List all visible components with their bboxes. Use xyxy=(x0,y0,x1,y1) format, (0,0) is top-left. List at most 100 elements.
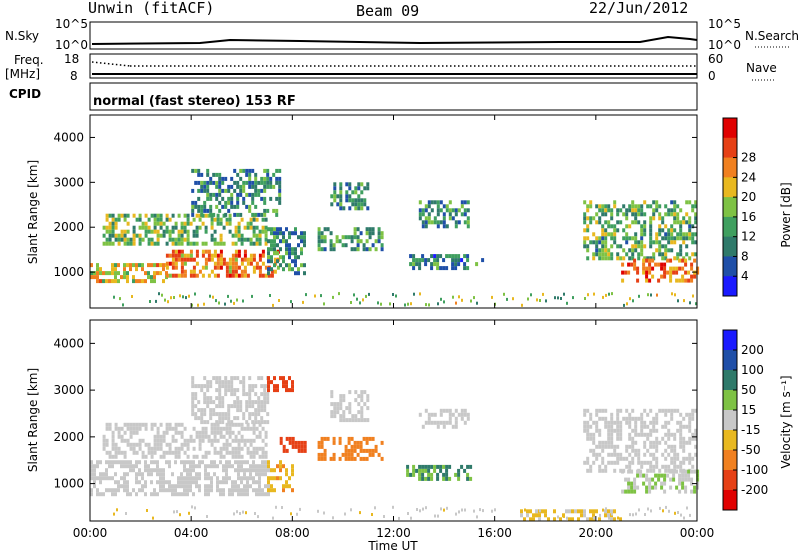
velocity-colorbar-tick: 15 xyxy=(741,403,756,417)
date-title: 22/Jun/2012 xyxy=(589,0,689,17)
velocity-colorbar-swatch xyxy=(723,350,737,371)
x-tick-label: 00:00 xyxy=(680,526,715,540)
freq-label: Freq. xyxy=(14,53,44,67)
velocity-echo-region xyxy=(317,436,384,461)
velocity-echo-region xyxy=(102,422,268,459)
velocity-echo-region xyxy=(330,390,370,423)
power-colorbar-tick: 16 xyxy=(741,210,756,224)
power-colorbar-swatch xyxy=(723,276,737,297)
velocity-ytick-label: 2000 xyxy=(53,430,84,444)
nsky-label: N.Sky xyxy=(5,29,39,43)
power-ytick-label: 4000 xyxy=(53,130,84,144)
cpid-text: normal (fast stereo) 153 RF xyxy=(93,94,296,109)
velocity-echo-layer xyxy=(90,376,700,522)
power-colorbar-swatch xyxy=(723,137,737,159)
velocity-echo-region xyxy=(621,469,700,494)
power-echo-region xyxy=(102,213,268,246)
velocity-colorbar-swatch xyxy=(723,470,737,491)
nsky-tick-top: 10^5 xyxy=(55,17,88,31)
power-echo-region xyxy=(191,168,282,217)
power-echo-region xyxy=(418,200,470,229)
x-tick-label: 16:00 xyxy=(477,526,512,540)
power-echo-region xyxy=(90,263,168,284)
velocity-colorbar-tick: -15 xyxy=(741,423,761,437)
velocity-ytick-label: 3000 xyxy=(53,383,84,397)
nsky-panel-frame xyxy=(89,21,698,50)
power-colorbar-swatch xyxy=(723,177,737,198)
power-echo-region xyxy=(621,258,700,283)
x-tick-label: 08:00 xyxy=(275,526,310,540)
cpid-label: CPID xyxy=(9,87,41,101)
freq-tick-bottom: 8 xyxy=(70,69,78,83)
velocity-ground-scatter xyxy=(113,505,691,520)
velocity-colorbar-swatch xyxy=(723,430,737,451)
power-colorbar-tick: 4 xyxy=(741,269,749,283)
nave-tick-bottom: 0 xyxy=(708,69,716,83)
power-colorbar-swatch xyxy=(723,197,737,218)
power-echo-region xyxy=(267,227,306,276)
velocity-echo-region xyxy=(520,509,622,522)
velocity-ylabel: Slant Range [km] xyxy=(26,368,40,472)
nave-label: Nave xyxy=(746,61,777,75)
power-echo-region xyxy=(165,249,280,278)
freq-panel-frame xyxy=(89,53,698,79)
power-colorbar-swatch xyxy=(723,236,737,257)
velocity-echo-region xyxy=(279,436,307,453)
velocity-echo-region xyxy=(406,464,473,481)
nave-trace-early xyxy=(91,61,131,67)
station-title: Unwin (fitACF) xyxy=(88,0,215,17)
x-axis-label: Time UT xyxy=(367,539,418,553)
velocity-colorbar-tick: -200 xyxy=(741,483,768,497)
nsky-tick-bottom: 10^0 xyxy=(55,38,88,52)
velocity-ytick-label: 1000 xyxy=(53,477,84,491)
velocity-colorbar-swatch xyxy=(723,390,737,411)
velocity-echo-region xyxy=(583,408,698,473)
cpid-panel-frame xyxy=(89,82,698,111)
power-ylabel: Slant Range [km] xyxy=(26,160,40,264)
velocity-colorbar-swatch xyxy=(723,450,737,471)
velocity-colorbar-label: Velocity [m s⁻¹] xyxy=(779,375,793,468)
power-ytick-label: 3000 xyxy=(53,175,84,189)
beam-title: Beam 09 xyxy=(356,2,420,20)
x-tick-label: 20:00 xyxy=(579,526,614,540)
power-colorbar-swatch xyxy=(723,118,737,139)
power-echo-region xyxy=(409,254,485,271)
velocity-colorbar-tick: -50 xyxy=(741,443,761,457)
velocity-ytick-label: 4000 xyxy=(53,336,84,350)
power-colorbar-tick: 12 xyxy=(741,230,756,244)
power-colorbar-swatch xyxy=(723,256,737,277)
power-ground-scatter xyxy=(113,292,697,307)
freq-unit: [MHz] xyxy=(5,67,40,81)
x-tick-label: 04:00 xyxy=(174,526,209,540)
power-colorbar-tick: 28 xyxy=(741,151,756,165)
velocity-colorbar-swatch xyxy=(723,490,737,511)
nsearch-tick-top: 10^5 xyxy=(708,17,741,31)
velocity-colorbar-frame xyxy=(722,329,738,511)
velocity-colorbar-swatch xyxy=(723,330,737,351)
velocity-colorbar-tick: 50 xyxy=(741,383,756,397)
velocity-echo-region xyxy=(418,408,470,429)
velocity-echo-region xyxy=(267,376,294,393)
power-colorbar-swatch xyxy=(723,157,737,178)
nsky-trace xyxy=(91,35,698,45)
power-ytick-label: 2000 xyxy=(53,220,84,234)
power-echo-region xyxy=(317,227,384,252)
nsearch-tick-bottom: 10^0 xyxy=(708,38,741,52)
velocity-colorbar-swatch xyxy=(723,410,737,431)
velocity-colorbar-swatch xyxy=(723,370,737,391)
velocity-colorbar-tick: 100 xyxy=(741,363,764,377)
power-echo-region xyxy=(583,200,698,261)
power-colorbar-tick: 20 xyxy=(741,190,756,204)
power-colorbar-frame xyxy=(722,117,738,297)
power-colorbar-tick: 8 xyxy=(741,249,749,263)
x-tick-label: 00:00 xyxy=(73,526,108,540)
power-colorbar-swatch xyxy=(723,216,737,238)
velocity-echo-region xyxy=(267,460,294,493)
velocity-colorbar-tick: 200 xyxy=(741,343,764,357)
power-colorbar-tick: 24 xyxy=(741,170,756,184)
velocity-echo-region xyxy=(90,460,270,497)
power-echo-layer xyxy=(90,168,700,307)
freq-tick-top: 18 xyxy=(64,52,79,66)
